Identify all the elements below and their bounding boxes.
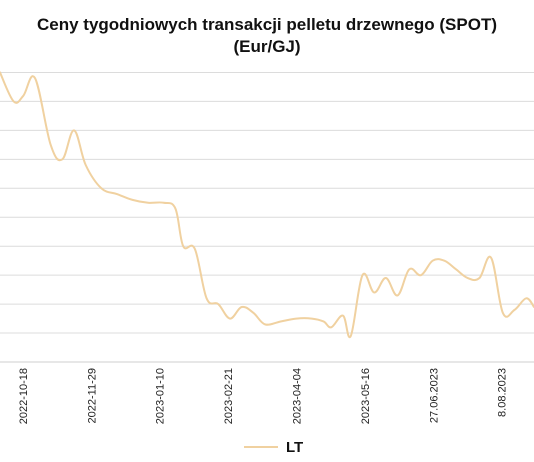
series-line-lt [0,71,534,339]
chart-title: Ceny tygodniowych transakcji pelletu drz… [0,14,534,58]
x-tick-label: 2022-11-29 [86,368,98,423]
x-tick-label: 2023-05-16 [360,368,372,424]
x-tick-label: 2023-01-10 [155,368,167,424]
x-tick-label: 2023-04-04 [292,368,304,424]
x-tick-label: 8.08.2023 [497,368,509,417]
x-tick-label: 27.06.2023 [428,368,440,423]
chart-title-line-2: (Eur/GJ) [233,37,301,56]
legend-swatch-lt [244,446,278,448]
chart-title-line-1: Ceny tygodniowych transakcji pelletu drz… [36,15,498,34]
gridlines [0,71,534,363]
legend: LT [244,437,303,457]
series-lines [0,71,534,339]
x-tick-labels: 2022-10-18 2022-11-29 2023-01-10 2023-02-21… [18,368,509,424]
x-tick-label: 2023-02-21 [223,368,235,424]
legend-label-lt: LT [286,438,304,456]
x-tick-label: 2022-10-18 [18,368,30,424]
